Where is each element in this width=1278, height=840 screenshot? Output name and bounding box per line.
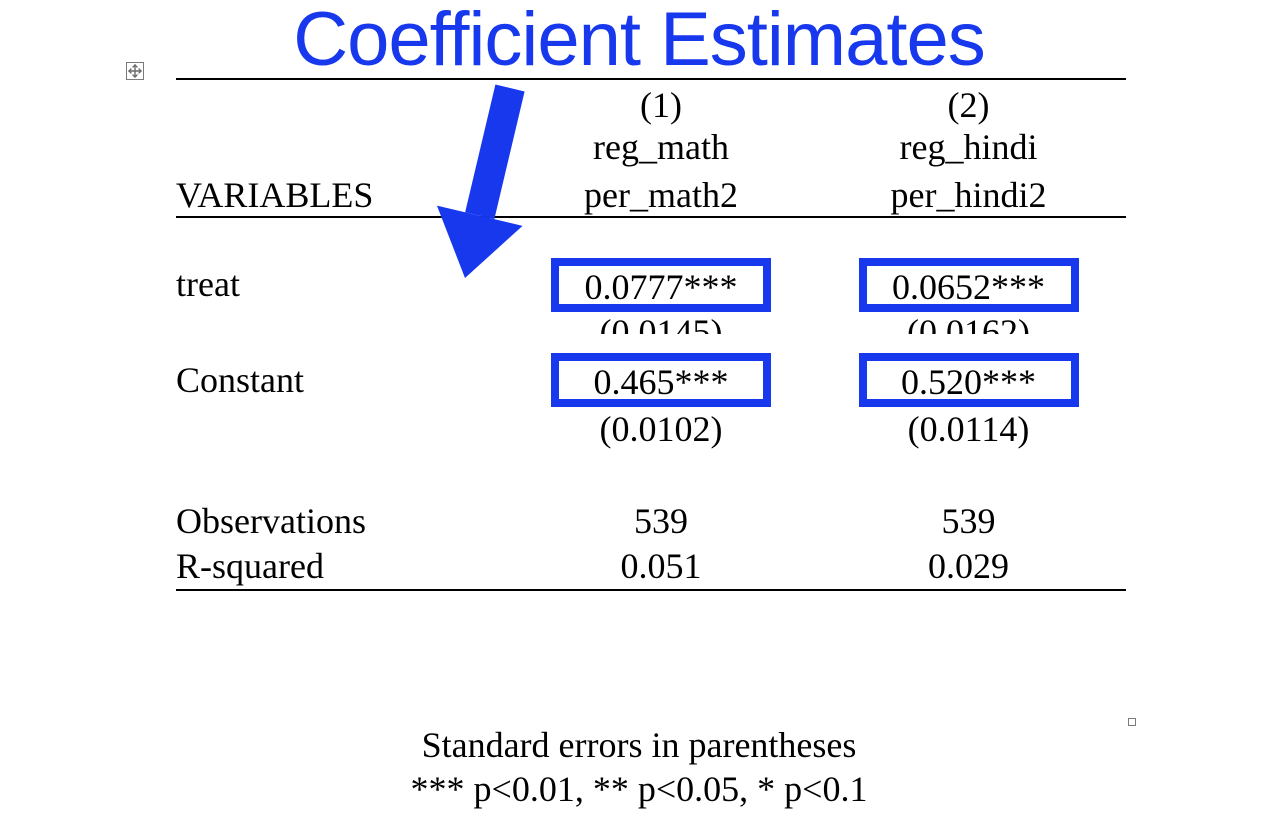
stat-0-2: 539 [811,499,1126,543]
stat-1-1: 0.051 [511,543,811,590]
footnote-se: Standard errors in parentheses [0,724,1278,766]
row-label-2: Constant [176,353,511,407]
regression-table: (1)(2)reg_mathreg_hindi VARIABLESper_math… [176,78,1126,591]
cell-3-1: (0.0102) [511,407,811,451]
stat-label-0: Observations [176,499,511,543]
col-name-1b: per_math2 [511,168,811,217]
footnote-sig: *** p<0.01, ** p<0.05, * p<0.1 [0,768,1278,810]
stat-0-1: 539 [511,499,811,543]
variables-label: VARIABLES [176,168,511,217]
cell-0-2: 0.0652*** [811,258,1126,312]
page-title: Coefficient Estimates [0,0,1278,83]
col-name-1a: reg_math [511,126,811,168]
cell-3-2: (0.0114) [811,407,1126,451]
col-num-1: (1) [511,79,811,126]
col-name-2b: per_hindi2 [811,168,1126,217]
stage: Coefficient Estimates (1)(2)reg_mathreg_… [0,0,1278,840]
cell-0-1: 0.0777*** [511,258,811,312]
col-name-2a: reg_hindi [811,126,1126,168]
row-label-0: treat [176,258,511,312]
stat-label-1: R-squared [176,543,511,590]
cell-1-1: (0.0145) [511,312,811,353]
stat-1-2: 0.029 [811,543,1126,590]
col-num-2: (2) [811,79,1126,126]
cell-1-2: (0.0162) [811,312,1126,353]
move-handle-icon[interactable] [126,62,144,80]
cell-2-2: 0.520*** [811,353,1126,407]
cell-2-1: 0.465*** [511,353,811,407]
